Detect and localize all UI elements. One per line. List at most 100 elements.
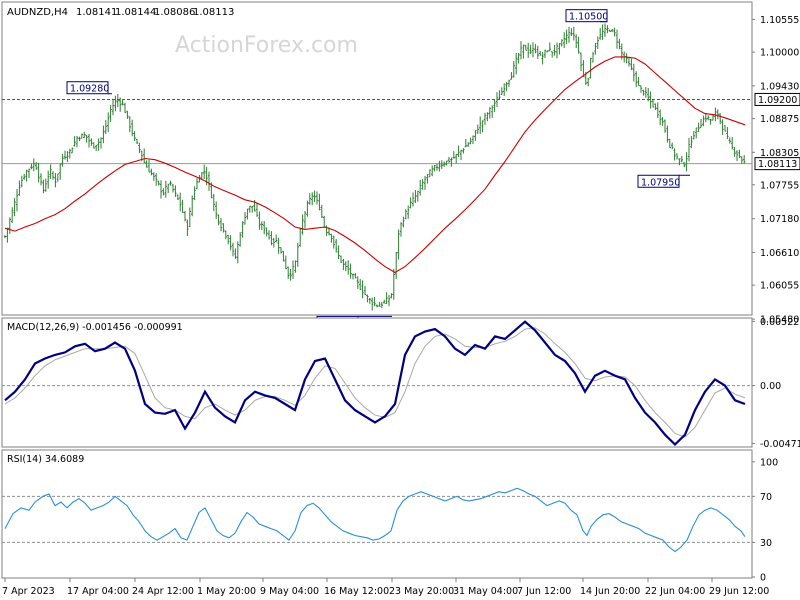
price-bar — [591, 51, 595, 63]
price-bar — [433, 164, 436, 172]
price-bar — [551, 51, 554, 58]
price-bar — [596, 36, 599, 49]
price-bar — [378, 301, 381, 307]
price-bar — [107, 112, 110, 132]
price-bar — [639, 85, 643, 93]
price-bar — [697, 122, 700, 132]
price-bar — [306, 200, 309, 217]
price-bar — [661, 117, 664, 126]
price-bar — [546, 50, 549, 53]
price-bar — [133, 131, 136, 141]
price-bar — [85, 134, 88, 143]
price-bar — [709, 118, 712, 125]
rsi-label: RSI(14) 34.6089 — [7, 454, 84, 465]
price-bar — [678, 158, 681, 166]
price-bar — [114, 95, 117, 112]
price-bar — [740, 156, 743, 164]
price-bar — [239, 232, 242, 247]
price-bar — [467, 142, 470, 147]
price-bar — [315, 191, 319, 205]
price-y-tick-label: 1.08305 — [760, 148, 799, 159]
price-bar — [229, 235, 232, 251]
price-bar — [287, 266, 290, 279]
price-bar — [656, 102, 659, 118]
price-bar — [606, 25, 609, 34]
price-bar — [455, 153, 458, 164]
price-bar — [563, 32, 566, 49]
price-bar — [171, 184, 175, 193]
price-bar — [61, 154, 64, 167]
annotation-box — [565, 9, 608, 23]
price-bar — [351, 273, 355, 280]
price-bar — [731, 137, 734, 150]
price-bar — [488, 107, 491, 119]
annotation-1-10500: 1.10500 — [565, 9, 608, 23]
price-y-tick-label: 1.07180 — [760, 214, 799, 225]
price-bar — [95, 144, 98, 151]
price-bar — [155, 173, 158, 186]
price-bar — [649, 91, 652, 109]
price-bar — [450, 157, 453, 167]
price-bar — [27, 168, 31, 179]
price-bar — [726, 126, 729, 140]
price-bar — [414, 190, 417, 204]
price-bar — [258, 211, 261, 230]
high-value: 1.08144 — [115, 7, 156, 18]
price-bar — [498, 90, 501, 100]
price-bar — [71, 147, 74, 154]
price-bar — [493, 99, 496, 113]
price-bar — [157, 180, 160, 186]
price-bar — [733, 146, 736, 157]
price-y-tick-label: 1.05480 — [760, 315, 799, 326]
price-bar — [152, 172, 155, 181]
price-bar — [380, 301, 383, 309]
price-y-tick-label: 1.10555 — [760, 15, 799, 26]
price-bar — [181, 199, 184, 213]
price-bar — [241, 221, 244, 238]
price-bar — [491, 105, 494, 118]
price-bar — [599, 27, 602, 40]
price-bar — [407, 205, 410, 219]
price-y-tick-label: 1.07755 — [760, 180, 799, 191]
price-bar — [392, 268, 395, 300]
price-bar — [507, 79, 511, 87]
price-bar — [397, 229, 400, 260]
price-bar — [663, 119, 667, 133]
price-bar — [385, 292, 388, 305]
price-bar — [503, 83, 506, 96]
rsi-y-axis: 100 70 30 0 — [751, 450, 778, 584]
price-bar — [680, 155, 683, 163]
price-bar — [555, 42, 559, 59]
x-tick-label: 23 May 20:00 — [389, 586, 454, 597]
price-bar — [543, 49, 547, 58]
price-bar — [59, 163, 62, 180]
annotation-1-09280: 1.09280 — [66, 81, 112, 95]
price-bar — [426, 174, 429, 184]
macd-y-axis: 0.005227 0.00 -0.004711 — [751, 317, 800, 450]
price-bar — [644, 87, 647, 98]
price-bar — [719, 113, 722, 125]
price-bar — [109, 104, 112, 123]
price-bar — [162, 188, 165, 196]
price-bar — [438, 160, 441, 172]
price-bar — [483, 112, 487, 126]
annotation-text: 1.10500 — [569, 12, 608, 23]
price-bar — [102, 125, 105, 144]
price-bar — [186, 219, 189, 237]
price-bar — [39, 173, 43, 186]
price-bar — [361, 280, 364, 299]
price-bar — [145, 160, 148, 168]
price-bar — [263, 221, 266, 235]
price-bar — [174, 185, 177, 197]
price-bar — [23, 173, 26, 180]
price-bar — [308, 193, 311, 205]
price-bar — [517, 52, 520, 64]
price-bar — [87, 133, 91, 148]
rsi-line — [4, 487, 746, 553]
price-bar — [632, 63, 635, 82]
x-tick-label: 7 Apr 2023 — [2, 586, 55, 597]
price-bar — [445, 160, 448, 166]
price-bar — [589, 57, 592, 79]
price-bar — [138, 142, 141, 154]
open-value: 1.08141 — [76, 7, 117, 18]
